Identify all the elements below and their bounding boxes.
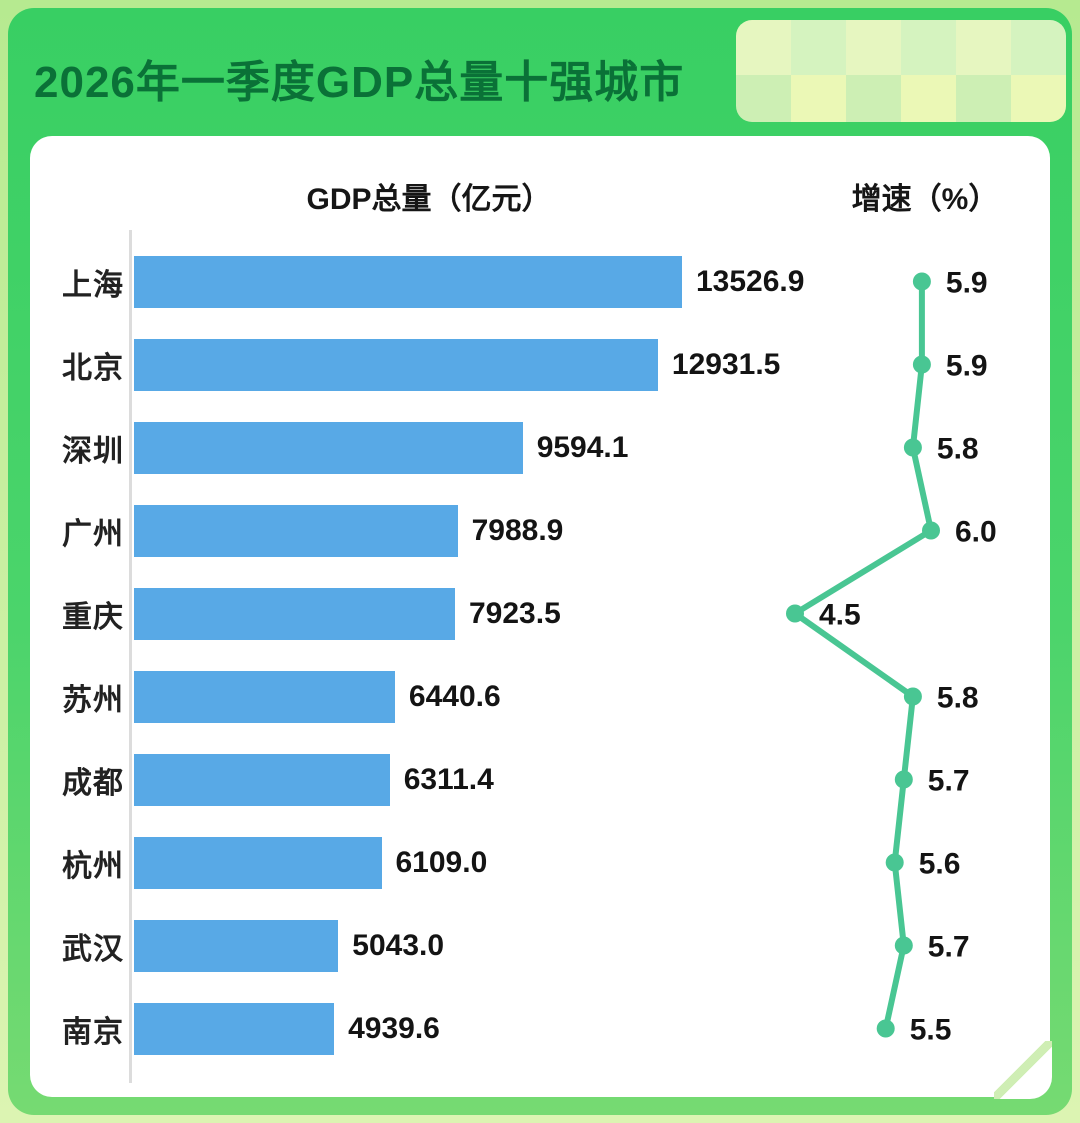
- gdp-bar: [134, 504, 458, 557]
- city-label: 上海: [62, 268, 124, 302]
- city-label: 深圳: [62, 434, 124, 468]
- growth-value-label: 6.0: [955, 516, 997, 549]
- chart-row: 成都 6311.4: [48, 738, 1034, 821]
- growth-point: [903, 438, 922, 457]
- gdp-bar: [134, 421, 523, 474]
- gdp-bar: [134, 587, 455, 640]
- gdp-bar: [134, 1002, 335, 1055]
- gdp-value-label: 4939.6: [348, 1011, 440, 1045]
- city-label: 重庆: [62, 600, 124, 634]
- page-title: 2026年一季度GDP总量十强城市: [34, 58, 685, 107]
- growth-value-label: 5.8: [937, 433, 979, 466]
- gdp-bar: [134, 255, 682, 308]
- y-axis-line: [129, 230, 132, 1083]
- growth-value-label: 5.9: [946, 267, 988, 300]
- chart-row: 杭州 6109.0: [48, 821, 1034, 904]
- growth-line: [792, 278, 934, 1032]
- growth-point: [876, 1019, 895, 1038]
- chart-row: 深圳 9594.1: [48, 406, 1034, 489]
- gdp-value-label: 6311.4: [403, 762, 494, 796]
- gdp-value-label: 7923.5: [469, 596, 561, 630]
- gdp-column-title: GDP总量（亿元）: [306, 183, 552, 216]
- chart-row: 武汉 5043.0: [48, 904, 1034, 987]
- growth-line-chart: 5.9 5.9 5.8 6.0 4.5 5.8 5.7 5.6 5.7 5.5: [786, 267, 997, 1047]
- checker-pattern-decoration: [736, 20, 1066, 122]
- city-label: 南京: [62, 1015, 124, 1049]
- gdp-value-label: 6440.6: [408, 679, 501, 713]
- growth-point: [894, 936, 913, 955]
- growth-point: [912, 272, 931, 291]
- city-label: 北京: [62, 351, 124, 385]
- growth-point: [922, 521, 940, 540]
- gdp-bar: [134, 670, 395, 723]
- chart-row: 上海 13526.9: [48, 240, 1034, 323]
- growth-value-label: 4.5: [819, 599, 861, 632]
- gdp-value-label: 9594.1: [536, 430, 629, 464]
- gdp-bar: [134, 753, 390, 806]
- city-label: 武汉: [62, 932, 124, 966]
- city-label: 苏州: [62, 683, 124, 717]
- growth-column-title: 增速（%）: [851, 183, 999, 216]
- gdp-value-label: 12931.5: [671, 347, 781, 381]
- growth-value-label: 5.7: [928, 931, 970, 964]
- growth-value-label: 5.9: [946, 350, 988, 383]
- growth-value-label: 5.6: [919, 848, 961, 881]
- growth-point: [894, 770, 913, 789]
- growth-point: [786, 604, 804, 623]
- gdp-bar: [134, 836, 382, 889]
- city-label: 广州: [62, 517, 124, 551]
- growth-point: [912, 355, 931, 374]
- city-label: 杭州: [62, 849, 124, 883]
- growth-point: [885, 853, 904, 872]
- chart-row: 广州 7988.9: [48, 489, 1034, 572]
- chart-row: 南京 4939.6: [48, 987, 1034, 1070]
- growth-value-label: 5.5: [910, 1014, 952, 1047]
- chart-row: 重庆 7923.5: [48, 572, 1034, 655]
- growth-value-label: 5.8: [937, 682, 979, 715]
- gdp-value-label: 6109.0: [395, 845, 488, 879]
- gdp-value-label: 7988.9: [471, 513, 564, 547]
- city-label: 成都: [62, 766, 124, 800]
- growth-value-label: 5.7: [928, 765, 970, 798]
- gdp-bar: [134, 338, 658, 391]
- gdp-bar: [134, 919, 339, 972]
- chart-card: GDP总量（亿元） 增速（%） 上海 13526.9 北京 12931.5 深圳 9594…: [30, 136, 1050, 1097]
- gdp-value-label: 5043.0: [352, 928, 445, 962]
- gdp-value-label: 13526.9: [696, 264, 805, 298]
- chart-row: 北京 12931.5: [48, 323, 1034, 406]
- growth-point: [903, 687, 922, 706]
- bar-chart-rows: 上海 13526.9 北京 12931.5 深圳 9594.1 广州 7988.9 重庆 7923…: [48, 240, 1034, 1070]
- page-fold-decoration: [994, 1041, 1052, 1099]
- chart-row: 苏州 6440.6: [48, 655, 1034, 738]
